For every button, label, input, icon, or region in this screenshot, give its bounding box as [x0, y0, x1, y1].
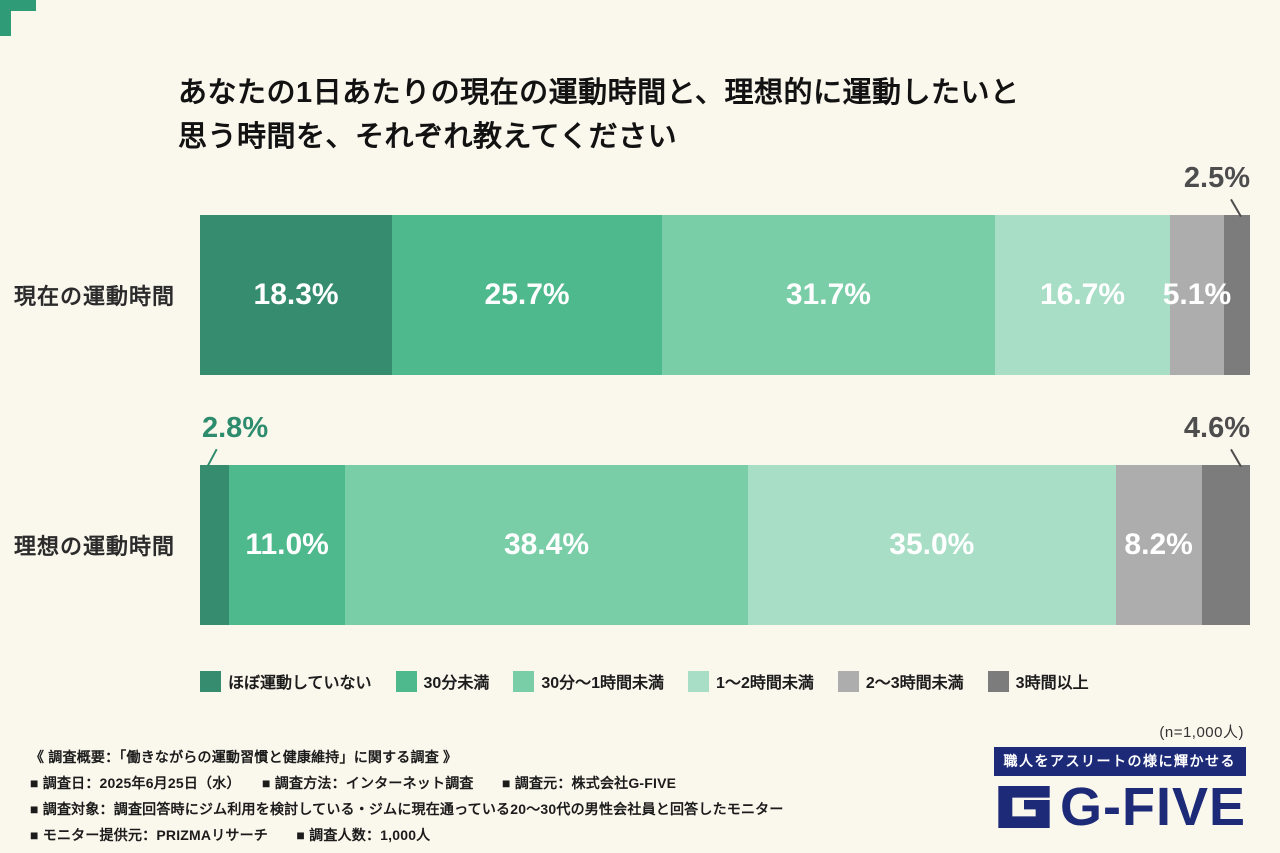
segment-value: 16.7%	[1039, 278, 1126, 311]
legend-item: 30分〜1時間未満	[513, 669, 664, 693]
legend-swatch-icon	[395, 670, 417, 692]
legend-label: 30分未満	[423, 675, 490, 692]
callout-value: 4.6%	[1183, 412, 1250, 444]
segment-value: 8.2%	[1124, 528, 1193, 561]
callout-value: 2.8%	[202, 412, 269, 444]
gfive-logo: 職人をアスリートの様に輝かせる G-FIVE	[993, 747, 1247, 835]
segment-value: 25.7%	[484, 278, 570, 311]
gfive-logo-icon	[998, 786, 1050, 828]
legend-swatch-icon	[987, 670, 1009, 692]
category-label: 理想の運動時間	[14, 534, 176, 559]
bar-segment: 5.1%	[1163, 215, 1231, 375]
bar-segment	[200, 465, 230, 625]
segment-value: 38.4%	[503, 528, 590, 561]
legend-item: 30分未満	[395, 669, 490, 693]
footnote-line: 《 調査概要：「働きながらの運動習慣と健康維持」に関する調査 》	[30, 749, 458, 765]
chart-legend: ほぼ運動していない 30分未満 30分〜1時間未満 1〜2時間未満 2〜3時間未満 3時間…	[200, 669, 1260, 693]
legend-label: 30分〜1時間未満	[541, 675, 665, 692]
segment-value: 35.0%	[889, 528, 975, 561]
corner-accent	[0, 0, 36, 36]
segment-value: 31.7%	[785, 278, 871, 311]
footnote-line: ■ 調査日：2025年6月25日（水） ■ 調査方法：インターネット調査 ■ 調…	[30, 774, 677, 791]
footnote-line: ■ 調査対象：調査回答時にジム利用を検討している・ジムに現在通っている20〜30…	[30, 800, 784, 817]
legend-label: ほぼ運動していない	[228, 675, 372, 692]
bar-segment: 11.0%	[229, 465, 345, 625]
bar-segment: 31.7%	[661, 215, 995, 375]
legend-item: ほぼ運動していない	[200, 669, 372, 693]
bar-segment: 35.0%	[748, 465, 1116, 625]
chart-title: あなたの1日あたりの現在の運動時間と、理想的に運動したいと 思う時間を、それぞれ…	[178, 72, 1019, 159]
logo-brand-row: G-FIVE	[994, 779, 1247, 835]
bar-segment	[1201, 465, 1250, 625]
bar-segment: 8.2%	[1115, 465, 1202, 625]
chart-title-line1: あなたの1日あたりの現在の運動時間と、理想的に運動したいと	[178, 77, 1020, 109]
legend-swatch-icon	[688, 670, 710, 692]
legend-item: 3時間以上	[987, 669, 1089, 693]
sample-size-note: (n=1,000人)	[1159, 724, 1244, 741]
legend-swatch-icon	[200, 670, 221, 692]
bar-segment	[1223, 215, 1250, 375]
legend-swatch-icon	[513, 670, 535, 692]
survey-footnotes: 《 調査概要：「働きながらの運動習慣と健康維持」に関する調査 》 ■ 調査日：20…	[30, 745, 784, 849]
chart-row: 理想の運動時間 11.0% 38.4% 35.0% 8.2% 2.8% 4.6%	[14, 412, 1250, 625]
segment-value: 11.0%	[245, 528, 329, 561]
legend-label: 2〜3時間未満	[865, 675, 964, 692]
bar-segment: 16.7%	[994, 215, 1171, 375]
segment-value: 5.1%	[1162, 278, 1232, 311]
category-label: 現在の運動時間	[14, 284, 176, 309]
legend-label: 3時間以上	[1015, 675, 1089, 692]
legend-item: 1〜2時間未満	[688, 669, 814, 693]
callout-value: 2.5%	[1183, 162, 1250, 194]
segment-value: 18.3%	[253, 278, 339, 311]
bar-segment: 18.3%	[200, 215, 393, 375]
bar-segment: 25.7%	[392, 215, 662, 375]
bar-segment: 38.4%	[344, 465, 749, 625]
footnote-line: ■ モニター提供元：PRIZMAリサーチ ■ 調査人数：1,000人	[30, 826, 431, 843]
logo-brand-text: G-FIVE	[1059, 777, 1246, 837]
bar-track: 18.3% 25.7% 31.7% 16.7% 5.1% 2.5%	[200, 162, 1250, 375]
bar-track: 11.0% 38.4% 35.0% 8.2% 2.8% 4.6%	[200, 412, 1250, 625]
legend-swatch-icon	[837, 670, 859, 692]
chart-row: 現在の運動時間 18.3% 25.7% 31.7% 16.7% 5.1% 2.5%	[14, 162, 1250, 375]
legend-label: 1〜2時間未満	[716, 675, 814, 692]
logo-tagline: 職人をアスリートの様に輝かせる	[993, 747, 1246, 776]
legend-item: 2〜3時間未満	[837, 669, 964, 693]
chart-title-line2: 思う時間を、それぞれ教えてください	[178, 120, 678, 153]
